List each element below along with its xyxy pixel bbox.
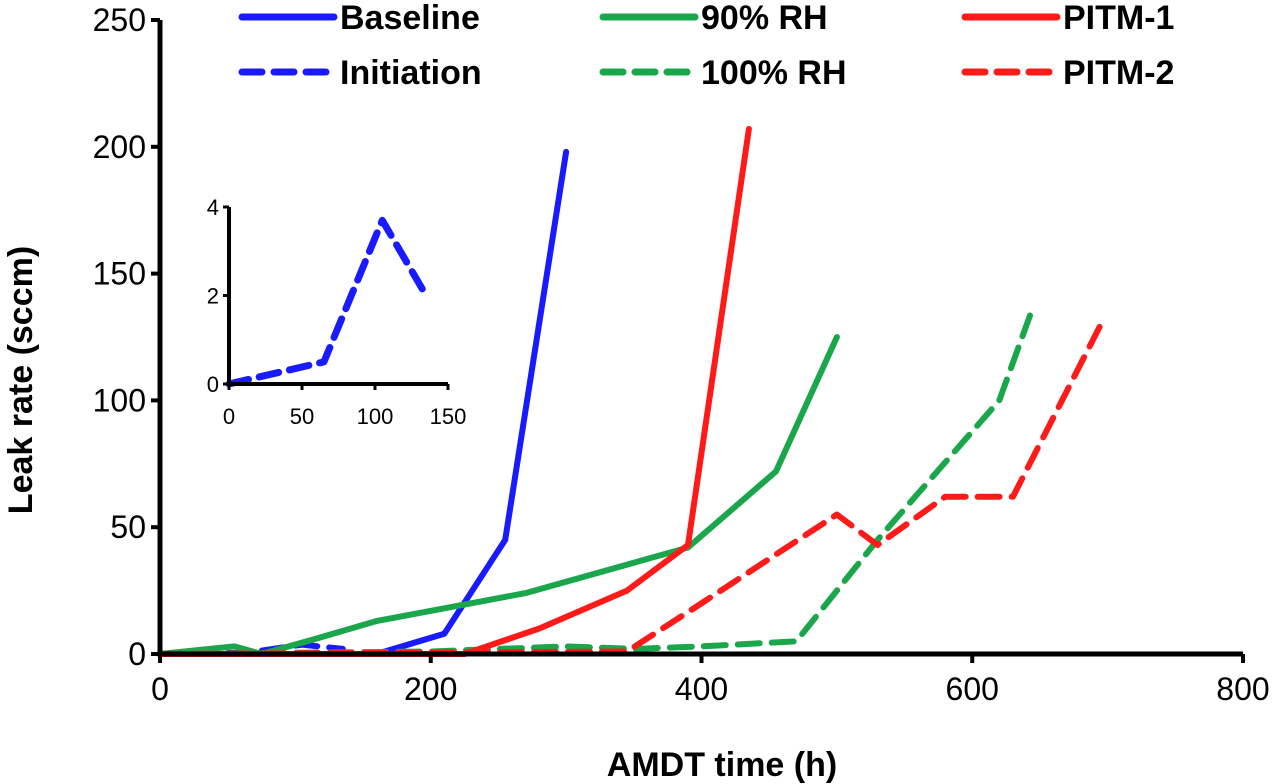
- legend-item-100pct-rh: 100% RH: [599, 54, 847, 92]
- legend-item-pitm-1: PITM-1: [961, 0, 1174, 37]
- legend-item-pitm-2: PITM-2: [961, 54, 1174, 92]
- series-line-baseline: [157, 148, 570, 657]
- inset-y-tick-label: 4: [207, 195, 219, 220]
- series-line-pitm-2: [157, 321, 1104, 657]
- y-axis-title: Leak rate (sccm): [2, 246, 40, 514]
- x-tick-label: 600: [946, 671, 999, 707]
- legend-item-initiation: Initiation: [238, 54, 482, 92]
- main-series-layer: [157, 126, 1104, 657]
- inset-axes-layer: 0 50 100 150 0 2 4: [207, 195, 467, 429]
- legend: Baseline 90% RH PITM-1 Initiation 100% RH PIT…: [238, 0, 1174, 92]
- series-line-90pct-rh: [157, 334, 840, 657]
- inset-series-line-initiation: [225, 216, 430, 388]
- inset-x-tick-label: 150: [430, 404, 467, 429]
- x-tick-label: 800: [1216, 671, 1269, 707]
- inset-chart: 0 50 100 150 0 2 4: [207, 195, 467, 429]
- legend-label-pitm-1: PITM-1: [1063, 0, 1174, 37]
- legend-label-pitm-2: PITM-2: [1063, 54, 1174, 92]
- y-tick-label: 250: [93, 2, 146, 38]
- inset-x-tick-label: 0: [223, 404, 235, 429]
- legend-label-baseline: Baseline: [340, 0, 480, 37]
- legend-item-90pct-rh: 90% RH: [599, 0, 828, 37]
- x-tick-label: 400: [675, 671, 728, 707]
- legend-label-initiation: Initiation: [340, 54, 482, 92]
- x-axis-title: AMDT time (h): [607, 746, 837, 784]
- inset-x-tick-label: 100: [357, 404, 394, 429]
- legend-label-90pct-rh: 90% RH: [701, 0, 828, 37]
- y-tick-label: 100: [93, 382, 146, 418]
- y-tick-label: 200: [93, 129, 146, 165]
- x-tick-label: 0: [151, 671, 169, 707]
- series-line-pitm-1: [157, 126, 752, 657]
- inset-x-tick-label: 50: [290, 404, 314, 429]
- y-tick-label: 0: [128, 636, 146, 672]
- inset-y-tick-label: 2: [207, 284, 219, 309]
- legend-item-baseline: Baseline: [238, 0, 480, 37]
- y-tick-label: 150: [93, 256, 146, 292]
- y-tick-label: 50: [110, 509, 146, 545]
- inset-series-layer: [225, 216, 430, 388]
- x-tick-label: 200: [404, 671, 457, 707]
- legend-label-100pct-rh: 100% RH: [701, 54, 847, 92]
- inset-y-tick-label: 0: [207, 372, 219, 397]
